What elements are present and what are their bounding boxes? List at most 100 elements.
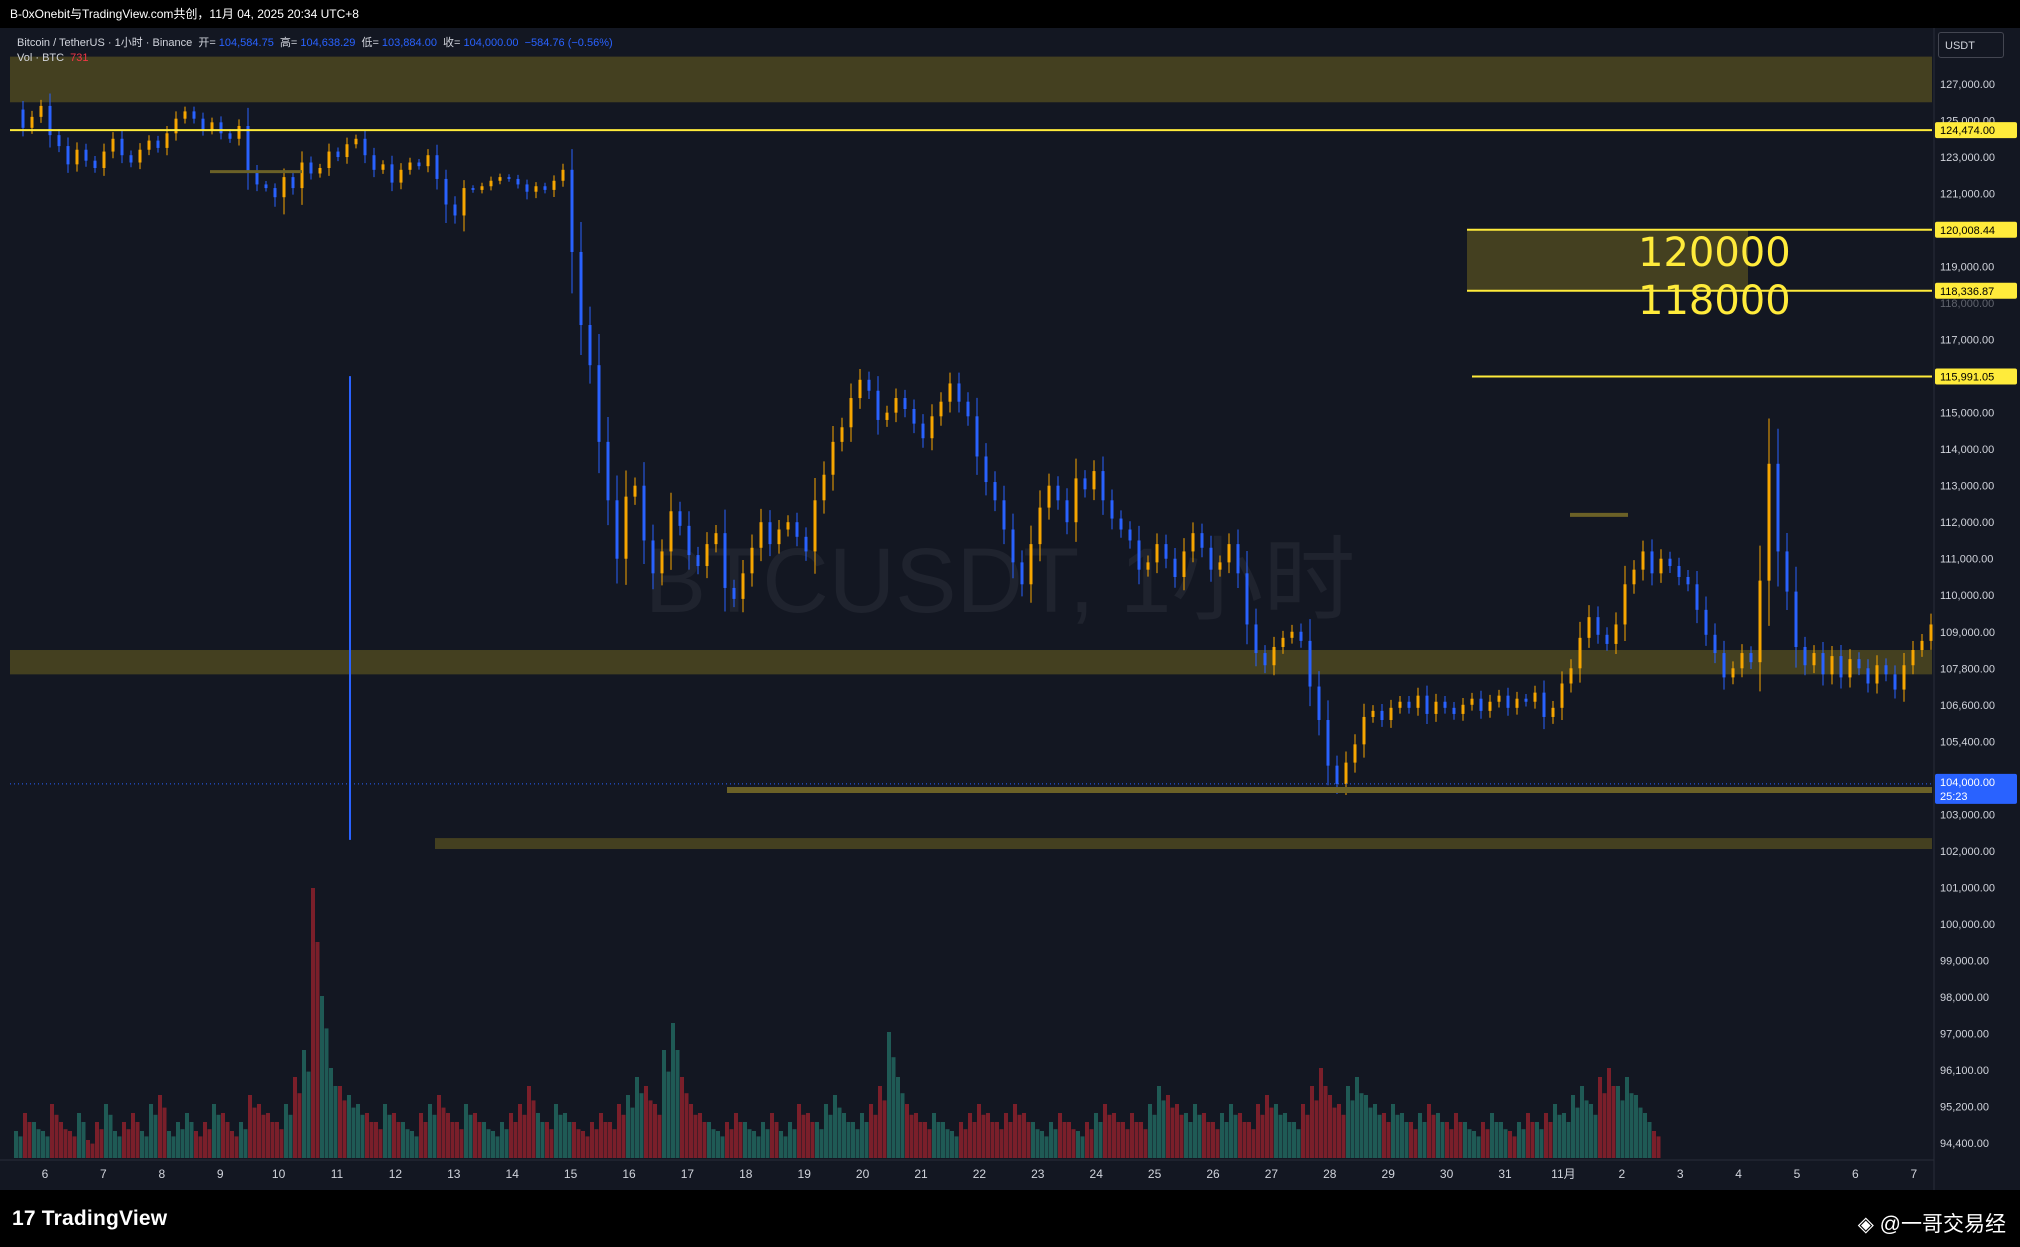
price-tick-label: 97,000.00 — [1940, 1028, 1989, 1040]
volume-bar — [234, 1136, 239, 1158]
candle-body — [1119, 518, 1123, 530]
candle-body — [1803, 646, 1807, 666]
volume-bar — [1359, 1093, 1364, 1158]
candle-body — [246, 125, 250, 172]
volume-bar — [963, 1129, 968, 1158]
time-tick-label: 20 — [856, 1167, 870, 1181]
annotations-layer: 120000 118000 — [1638, 230, 1791, 324]
volume-bar — [864, 1122, 869, 1158]
volume-bar — [140, 1131, 144, 1158]
candle-body — [219, 122, 223, 134]
volume-bar — [1494, 1122, 1499, 1158]
volume-bar — [1404, 1122, 1409, 1158]
candle-body — [129, 155, 133, 163]
price-axis[interactable]: 127,000.00125,000.00123,000.00121,000.00… — [1933, 28, 2020, 1190]
volume-bar — [941, 1122, 945, 1158]
volume-bar — [617, 1104, 621, 1158]
candle-body — [1128, 529, 1132, 541]
countdown-text: 25:23 — [1940, 791, 1968, 803]
candle-body — [1920, 640, 1924, 651]
volume-bar — [153, 1114, 158, 1158]
legend-vol-label[interactable]: Vol · BTC — [17, 52, 65, 64]
volume-bar — [851, 1122, 855, 1158]
time-axis[interactable]: 6 7 8 9 10 11 12 13 14 15 16 17 18 19 20 21 22 23 24 25 26 27… — [0, 1159, 1934, 1181]
volume-bar — [720, 1136, 725, 1158]
volume-bar — [1539, 1129, 1544, 1158]
price-tick-label: 121,000.00 — [1940, 189, 1995, 201]
legend-ohlc: Bitcoin / TetherUS · 1小时 · Binance 开= 104… — [17, 34, 616, 50]
volume-bar — [1220, 1113, 1224, 1158]
volume-bar — [725, 1122, 729, 1158]
candle-body — [1083, 478, 1087, 490]
candle-body — [48, 105, 52, 136]
candle-body — [1695, 584, 1699, 610]
volume-bar — [990, 1122, 995, 1158]
volume-bar — [158, 1095, 162, 1158]
zone-band — [10, 650, 1932, 675]
volume-bar — [432, 1114, 437, 1158]
time-tick-label: 19 — [798, 1167, 812, 1181]
time-tick-label: 29 — [1382, 1167, 1396, 1181]
price-tick-label: 101,000.00 — [1940, 882, 1995, 894]
candle-body — [759, 522, 763, 548]
volume-bar — [900, 1093, 905, 1158]
candle-body — [822, 474, 826, 501]
candle-body — [1632, 569, 1636, 585]
legend-low: 103,884.00 — [381, 37, 437, 49]
volume-bar — [1638, 1107, 1643, 1158]
candle-body — [1056, 485, 1060, 501]
volume-bar — [63, 1129, 68, 1158]
legend-vol-value: 731 — [70, 52, 89, 64]
candle-body — [1155, 544, 1159, 563]
chart-canvas[interactable]: BTCUSDT, 1小时 120000 118000 127,000.00 12 5… — [0, 0, 2020, 1190]
candle-body — [1542, 692, 1546, 717]
candle-body — [840, 427, 844, 442]
footer-bar — [0, 1190, 2020, 1247]
volume-bar — [86, 1140, 90, 1158]
candle-body — [1479, 698, 1483, 711]
volume-bar — [1274, 1104, 1278, 1158]
candle-body — [1884, 665, 1888, 675]
candle-body — [1569, 668, 1573, 684]
volume-bar — [378, 1129, 383, 1158]
volume-bar — [1463, 1122, 1467, 1158]
time-tick-label: 9 — [217, 1167, 224, 1181]
volume-bar — [311, 888, 315, 1158]
volume-bar — [887, 1032, 891, 1158]
candle-body — [255, 171, 259, 185]
volume-bar — [1517, 1122, 1521, 1158]
legend-low-label: 低= — [361, 37, 379, 49]
time-tick-label: 22 — [973, 1167, 987, 1181]
volume-bar — [1238, 1113, 1242, 1158]
tradingview-logo[interactable]: 17 TradingView — [12, 1207, 167, 1231]
candle-body — [1092, 471, 1096, 490]
volume-bar — [855, 1129, 860, 1158]
volume-bar — [927, 1129, 932, 1158]
candle-body — [966, 401, 970, 417]
volume-bar — [27, 1122, 32, 1158]
volume-bar — [824, 1104, 828, 1158]
candle-body — [93, 160, 97, 168]
time-tick-label: 10 — [272, 1167, 286, 1181]
legend-close: 104,000.00 — [463, 37, 519, 49]
volume-bar — [1296, 1129, 1301, 1158]
candle-body — [147, 140, 151, 150]
legend-symbol[interactable]: Bitcoin / TetherUS · 1小时 · Binance — [17, 37, 193, 49]
candle-body — [1047, 485, 1051, 508]
candle-body — [1470, 698, 1474, 705]
volume-bar — [1395, 1114, 1400, 1158]
volume-bar — [405, 1129, 410, 1158]
volume-bar — [1125, 1129, 1130, 1158]
volume-bar — [338, 1086, 342, 1158]
candle-body — [867, 379, 871, 391]
currency-selector[interactable]: USDT — [1938, 32, 2004, 58]
candle-body — [1209, 547, 1213, 570]
candle-body — [1731, 668, 1735, 678]
volume-bar — [1472, 1131, 1476, 1158]
volume-bar — [36, 1129, 41, 1158]
candle-body — [201, 118, 205, 130]
candle-body — [1776, 463, 1780, 552]
volume-bar — [635, 1077, 639, 1158]
legend-open-label: 开= — [198, 37, 216, 49]
